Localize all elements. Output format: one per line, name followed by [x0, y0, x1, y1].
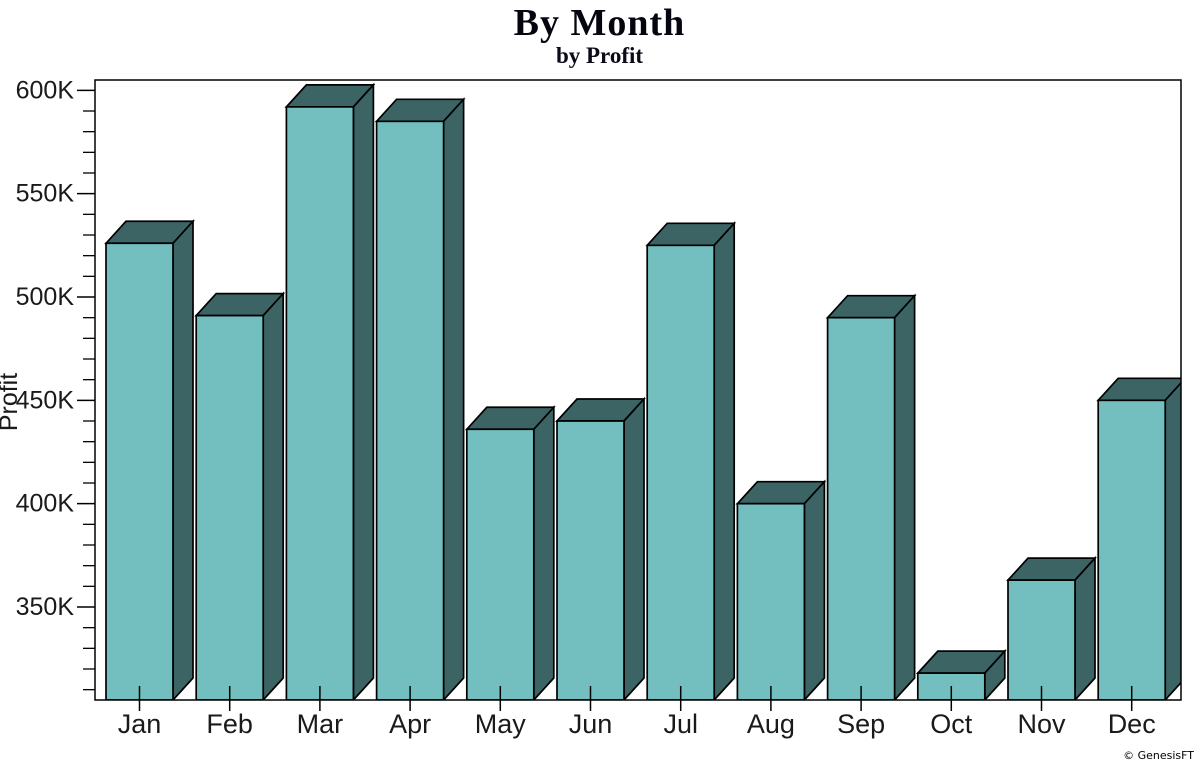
bar-side-face [262, 291, 285, 700]
bar-jun [555, 396, 646, 700]
bar-mar [284, 82, 376, 700]
y-tick-label-450k: 450K [16, 386, 75, 414]
bar-nov [1006, 555, 1097, 700]
bar-apr [374, 97, 466, 700]
bar-jul [645, 221, 737, 700]
y-tick-label-550k: 550K [16, 180, 75, 208]
y-tick-label-600k: 600K [16, 76, 75, 104]
bar-side-face [532, 405, 555, 700]
bar-side-face [713, 221, 736, 700]
bar-front-face [556, 420, 625, 700]
y-axis-title: Profit [0, 373, 23, 431]
bar-side-face [1164, 381, 1181, 700]
bar-front-face [1007, 579, 1076, 700]
chart-subtitle: by Profit [555, 43, 644, 68]
bar-sep [825, 293, 917, 700]
x-tick-label-may: May [475, 709, 527, 739]
bar-front-face [465, 428, 535, 700]
bar-front-face [736, 502, 806, 700]
bar-side-face [442, 97, 465, 700]
bar-front-face [285, 106, 355, 700]
bar-side-face [1074, 555, 1096, 700]
bar-side-face [352, 82, 375, 700]
bar-front-face [375, 120, 445, 700]
bar-jan [104, 219, 195, 700]
bar-front-face [826, 316, 896, 700]
bar-front-face [195, 314, 265, 700]
bar-side-face [172, 219, 194, 700]
bar-side-face [803, 479, 826, 700]
plot-frame [94, 79, 1182, 701]
y-tick-label-500k: 500K [16, 283, 75, 311]
bars-group [104, 82, 1181, 700]
y-tick-label-350k: 350K [16, 593, 75, 621]
x-tick-label-jul: Jul [663, 709, 698, 739]
x-tick-label-jun: Jun [569, 709, 613, 739]
x-tick-label-oct: Oct [930, 709, 973, 739]
bar-side-face [893, 293, 916, 700]
watermark-text: © GenesisFT [1123, 749, 1194, 762]
bar-front-face [1097, 399, 1167, 700]
bar-side-face [623, 396, 645, 700]
bar-dec [1096, 377, 1181, 700]
x-tick-label-apr: Apr [389, 709, 431, 739]
x-tick-label-aug: Aug [747, 709, 795, 739]
x-tick-label-nov: Nov [1017, 709, 1066, 739]
x-tick-label-dec: Dec [1108, 709, 1156, 739]
bar-feb [194, 291, 286, 700]
x-tick-label-feb: Feb [206, 709, 253, 739]
x-tick-label-jan: Jan [118, 709, 162, 739]
y-tick-label-400k: 400K [16, 490, 75, 518]
chart-title: By Month [513, 2, 686, 44]
x-tick-label-mar: Mar [297, 709, 344, 739]
bar-front-face [105, 242, 174, 700]
bar-aug [735, 479, 827, 700]
bar-oct [915, 648, 1007, 700]
x-tick-label-sep: Sep [837, 709, 885, 739]
bar-may [464, 405, 556, 700]
bar-front-face [646, 244, 716, 700]
